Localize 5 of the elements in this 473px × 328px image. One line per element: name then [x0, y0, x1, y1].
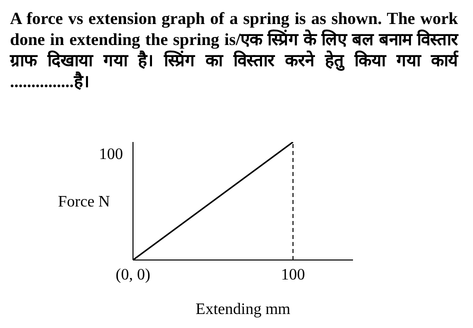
chart-title: A force vs extension graph of a spring is as shown. The work done in extending the spring is/एक स्प्रिंग के लिए बल बनाम विस्तार ग्राफ दिखाया गया है। स्प्रिंग का विस्तार करने हेतु किया गया कार्य ...............है। — [10, 8, 458, 93]
y-axis-title: Force N — [58, 194, 110, 211]
x-axis-title: Extending mm — [196, 301, 291, 318]
text: 100 — [99, 146, 123, 164]
x-tick-label: (0, 0) — [116, 266, 150, 284]
